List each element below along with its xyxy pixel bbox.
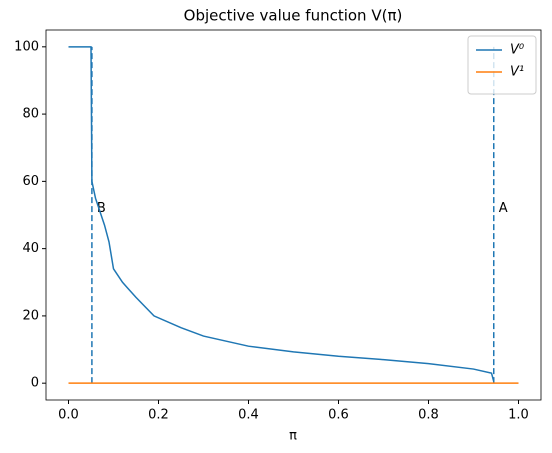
legend-label: V⁰ xyxy=(510,43,525,58)
x-axis-label: π xyxy=(289,429,297,444)
annotation: A xyxy=(499,201,508,216)
y-tick-label: 60 xyxy=(22,174,39,189)
x-tick-label: 0.0 xyxy=(58,408,79,423)
line-series xyxy=(68,46,495,382)
legend-label: V¹ xyxy=(510,65,524,80)
x-tick-label: 0.8 xyxy=(418,408,439,423)
annotation: B xyxy=(97,201,106,216)
legend-box xyxy=(467,35,537,95)
x-tick-label: 1.0 xyxy=(508,408,529,423)
y-tick-label: 80 xyxy=(22,107,39,122)
y-tick-label: 0 xyxy=(31,376,39,391)
axes-frame xyxy=(45,29,542,401)
chart-title: Objective value function V(π) xyxy=(184,7,403,25)
y-tick-label: 40 xyxy=(22,241,39,256)
y-tick-label: 20 xyxy=(22,308,39,323)
y-tick-label: 100 xyxy=(14,39,39,54)
x-tick-label: 0.2 xyxy=(148,408,169,423)
x-tick-label: 0.6 xyxy=(328,408,349,423)
x-tick-label: 0.4 xyxy=(238,408,259,423)
